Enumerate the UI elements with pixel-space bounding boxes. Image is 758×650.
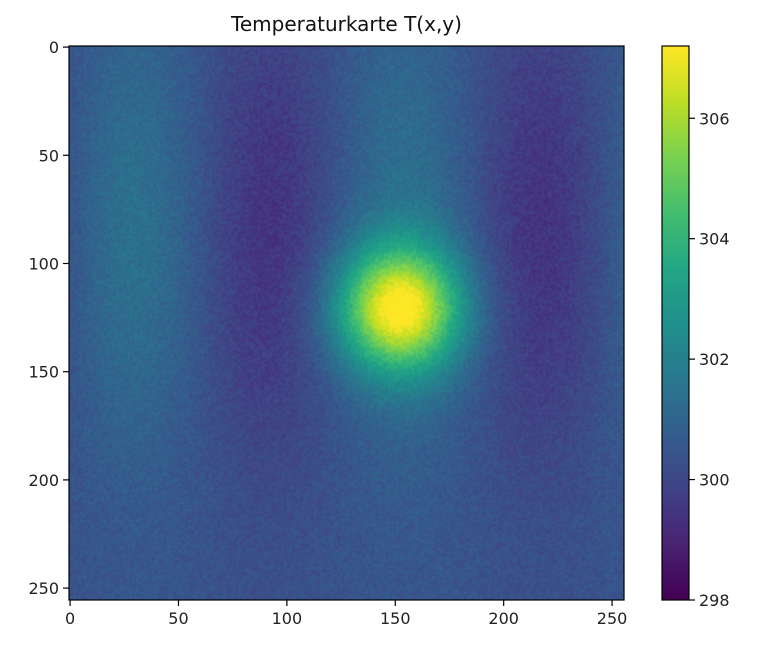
colorbar-tick-label: 300 bbox=[699, 471, 730, 490]
x-tick-label: 50 bbox=[168, 609, 188, 628]
y-tick-label: 150 bbox=[28, 363, 59, 382]
heatmap-image bbox=[69, 46, 624, 600]
y-tick-label: 50 bbox=[39, 146, 59, 165]
y-tick-label: 0 bbox=[49, 38, 59, 57]
y-tick-label: 100 bbox=[28, 254, 59, 273]
colorbar-frame bbox=[661, 45, 690, 601]
colorbar-gradient bbox=[662, 46, 689, 600]
colorbar-tick-label: 298 bbox=[699, 591, 730, 610]
colorbar-tick-label: 302 bbox=[699, 350, 730, 369]
y-tick-label: 250 bbox=[28, 579, 59, 598]
plot-frame bbox=[68, 45, 625, 601]
x-tick-label: 250 bbox=[597, 609, 628, 628]
y-tick-label: 200 bbox=[28, 471, 59, 490]
x-tick-label: 100 bbox=[272, 609, 303, 628]
x-tick-label: 0 bbox=[65, 609, 75, 628]
x-tick-label: 200 bbox=[488, 609, 519, 628]
chart-title: Temperaturkarte T(x,y) bbox=[231, 12, 462, 36]
x-tick-label: 150 bbox=[380, 609, 411, 628]
colorbar-tick-label: 304 bbox=[699, 230, 730, 249]
colorbar-tick-label: 306 bbox=[699, 109, 730, 128]
